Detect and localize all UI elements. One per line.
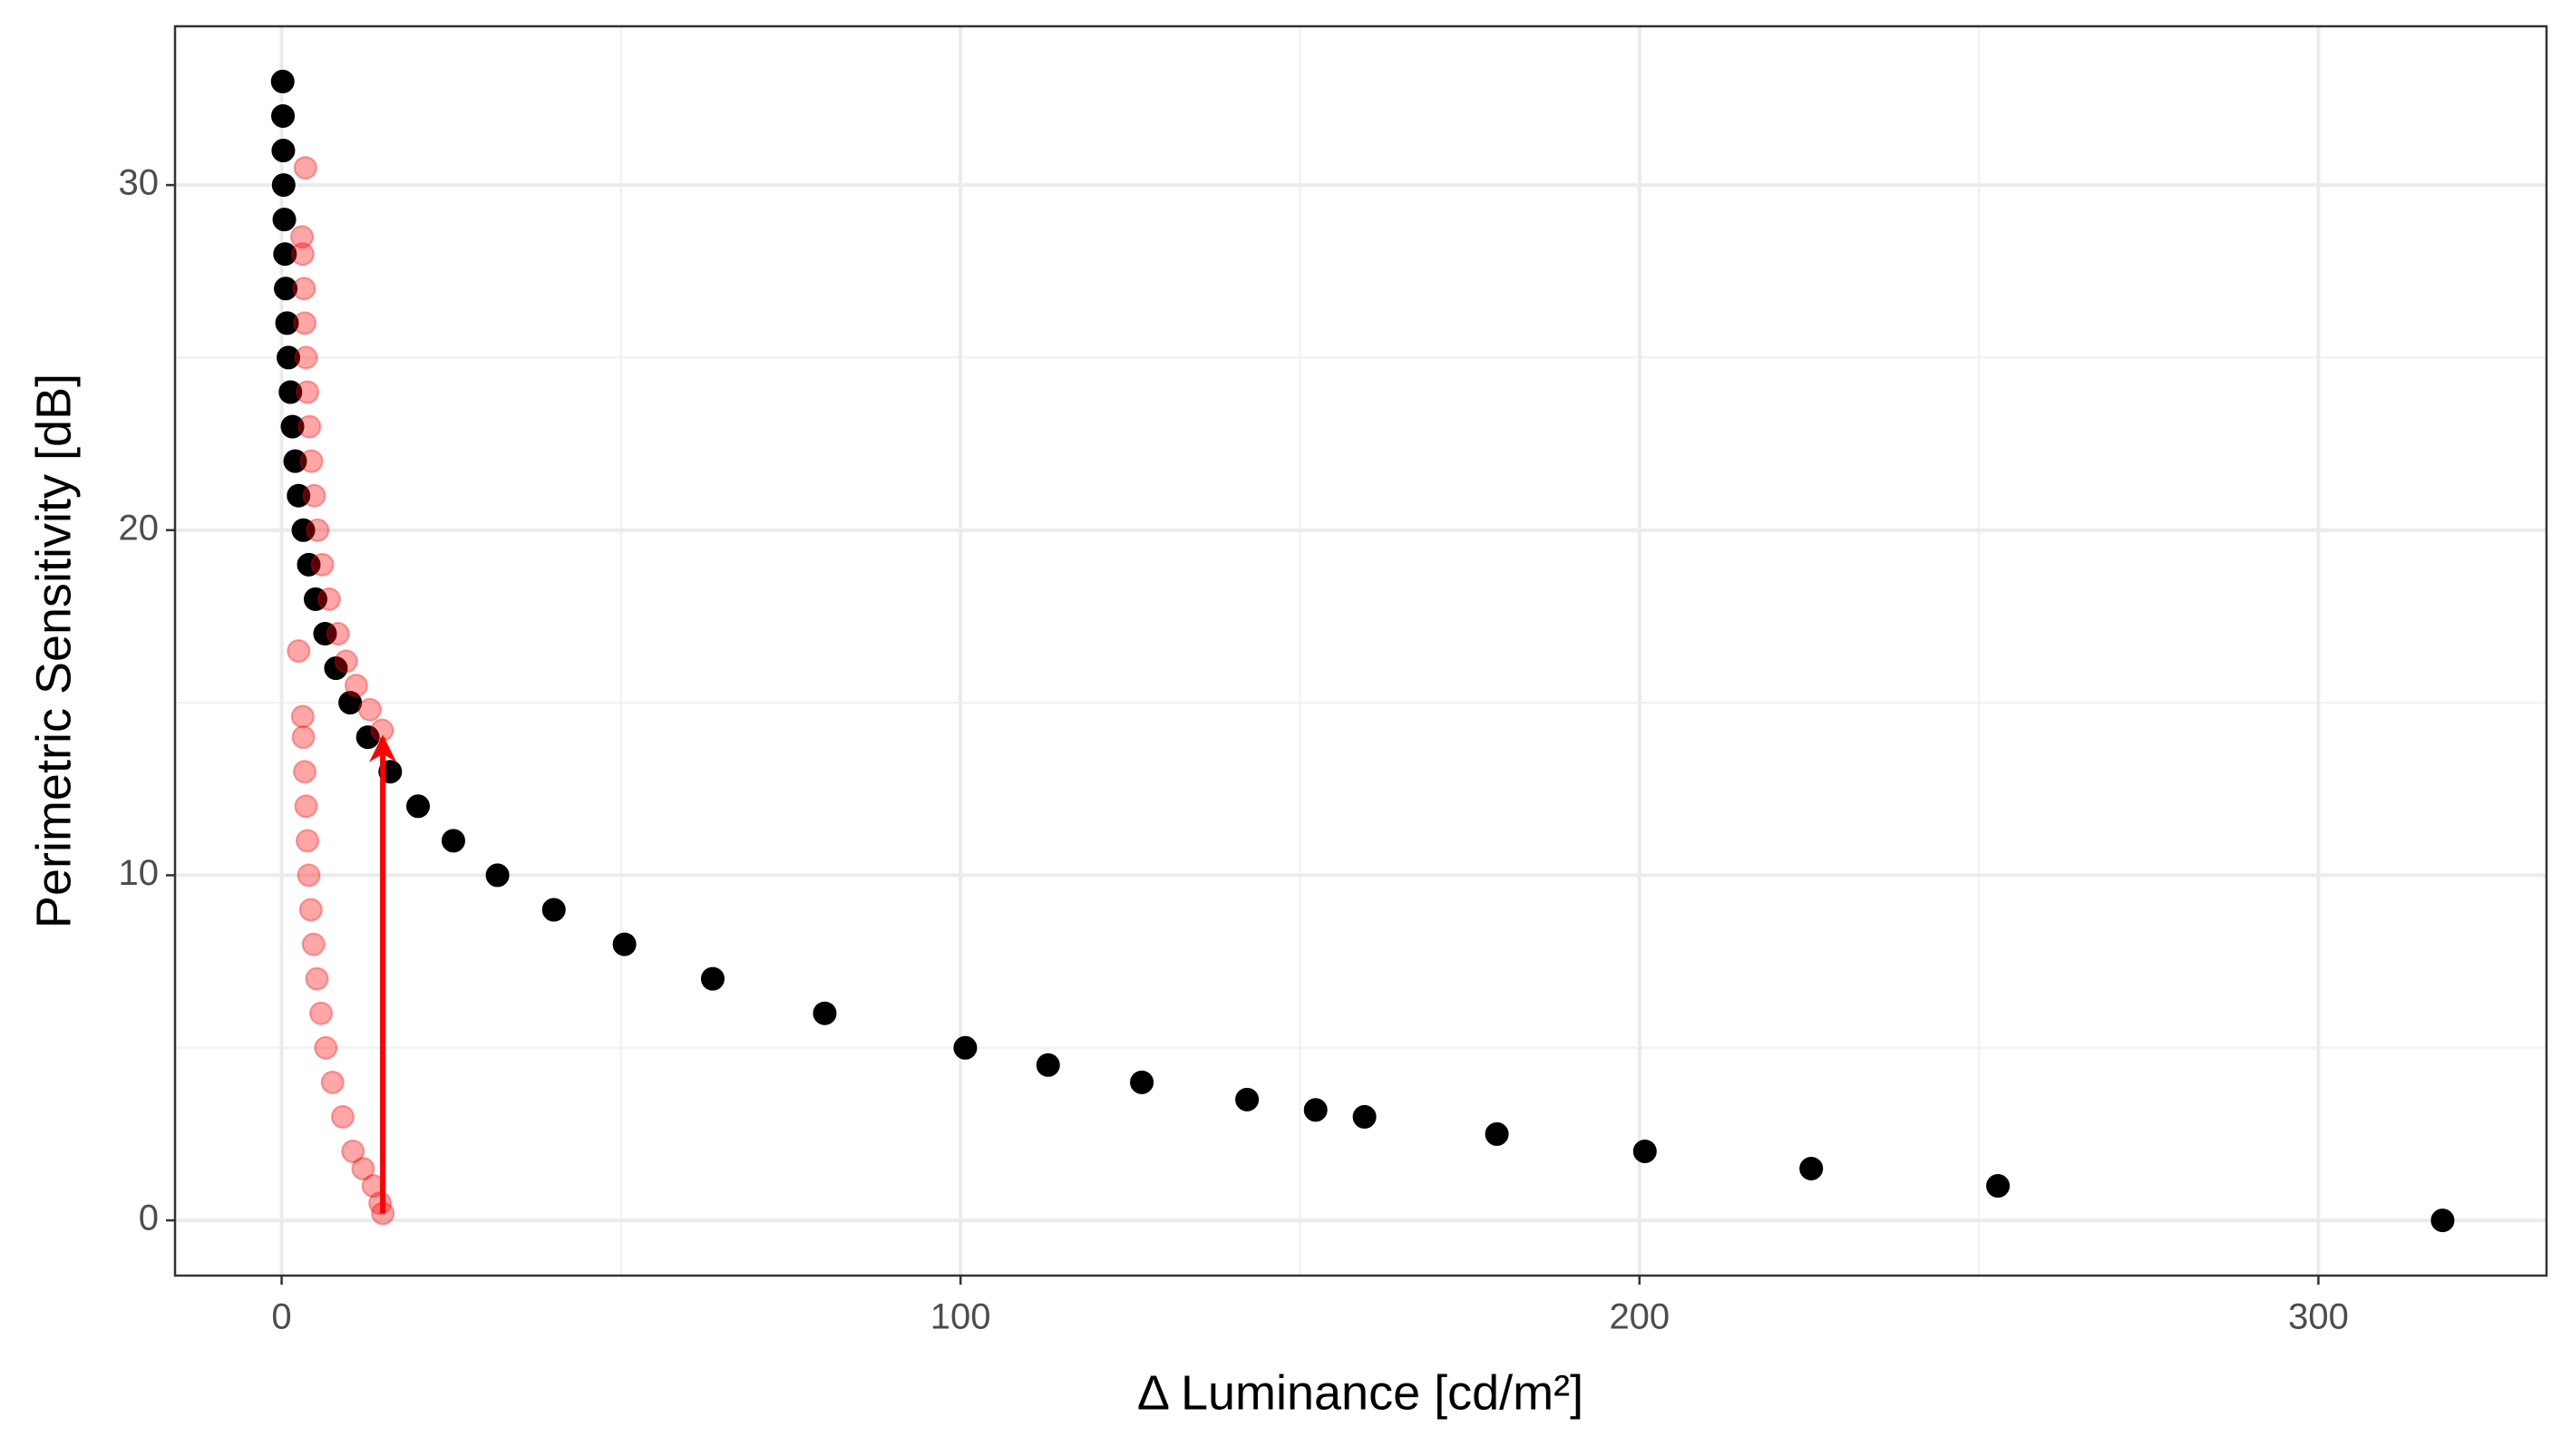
point [298, 898, 323, 922]
point [287, 639, 311, 663]
point [299, 449, 324, 473]
point [313, 621, 337, 645]
point [953, 1035, 978, 1060]
point [278, 380, 303, 404]
point [320, 1070, 345, 1094]
point [1303, 1098, 1328, 1122]
point [1799, 1156, 1824, 1180]
point [270, 69, 295, 93]
point [291, 725, 316, 750]
x-axis-title: Δ Luminance [cd/m²] [1137, 1365, 1583, 1420]
y-axis-title: Perimetric Sensitivity [dB] [26, 374, 81, 928]
point [700, 966, 725, 991]
point [274, 277, 298, 301]
point [295, 380, 319, 404]
point [293, 156, 317, 180]
point [326, 621, 350, 645]
point [357, 697, 382, 722]
point [294, 345, 318, 370]
point [1352, 1104, 1377, 1129]
point [290, 704, 315, 729]
point [271, 139, 296, 163]
point [1485, 1121, 1509, 1146]
point [813, 1001, 837, 1025]
point [271, 103, 296, 128]
x-tick-label: 0 [271, 1297, 291, 1337]
point [287, 483, 311, 508]
point [1632, 1139, 1657, 1163]
point [297, 414, 322, 439]
point [612, 932, 637, 956]
point [280, 414, 305, 439]
grid [166, 26, 2547, 1285]
point [294, 794, 318, 819]
point [541, 898, 566, 922]
point [291, 518, 316, 542]
point [290, 242, 315, 267]
point [292, 277, 317, 301]
point [334, 649, 358, 674]
point [2430, 1208, 2455, 1233]
point [273, 242, 297, 267]
point [308, 1001, 333, 1025]
x-tick-label: 200 [1609, 1297, 1670, 1337]
point [271, 173, 296, 198]
point [341, 1139, 365, 1163]
y-tick-label: 10 [119, 853, 160, 893]
point [297, 863, 321, 888]
point [305, 966, 329, 991]
y-tick-label: 30 [119, 163, 160, 203]
point [317, 587, 341, 611]
point [330, 1104, 355, 1129]
point [1130, 1070, 1154, 1094]
y-tick-label: 0 [139, 1199, 159, 1238]
marks [270, 69, 2455, 1233]
point [275, 311, 299, 335]
point [301, 932, 326, 956]
point [1235, 1087, 1260, 1111]
point [283, 449, 307, 473]
panel-border [173, 24, 2548, 1277]
point [292, 760, 317, 784]
point [324, 656, 348, 681]
point [302, 483, 326, 508]
point [314, 1035, 338, 1060]
point [1036, 1053, 1060, 1077]
point [306, 518, 330, 542]
point [441, 829, 465, 853]
point [406, 794, 431, 819]
point [303, 587, 327, 611]
point [289, 225, 314, 249]
point [295, 829, 319, 853]
point [338, 691, 363, 715]
x-tick-label: 300 [2288, 1297, 2349, 1337]
point [344, 674, 368, 698]
point [1986, 1174, 2011, 1199]
point [277, 345, 301, 370]
point [351, 1156, 375, 1180]
point [310, 552, 335, 577]
point [297, 552, 321, 577]
point [292, 311, 317, 335]
y-tick-label: 20 [119, 508, 160, 548]
point [485, 863, 510, 888]
x-tick-label: 100 [930, 1297, 991, 1337]
point [272, 208, 297, 232]
